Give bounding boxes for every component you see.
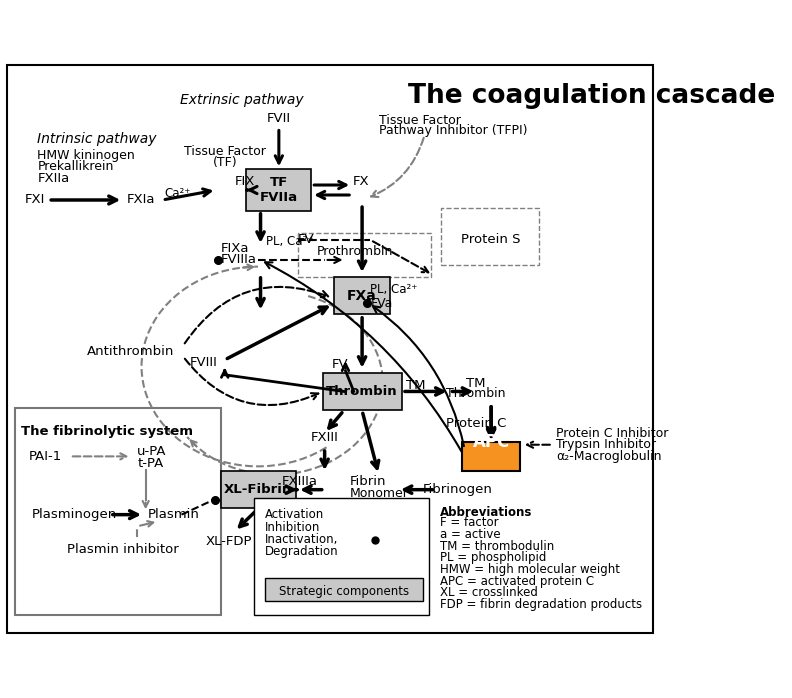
Text: FVIII: FVIII [190,356,218,369]
Text: Prekallikrein: Prekallikrein [37,161,114,173]
Text: FVa: FVa [371,297,393,310]
Text: The fibrinolytic system: The fibrinolytic system [21,425,192,438]
Text: FXIIIa: FXIIIa [282,475,318,488]
Bar [462,443,520,470]
Bar [441,208,539,265]
Text: Fibrin: Fibrin [349,475,386,488]
Text: TM = thrombodulin: TM = thrombodulin [440,540,554,553]
Text: PL = phospholipid: PL = phospholipid [440,551,546,565]
Text: FXIa: FXIa [127,193,155,207]
Text: FV: FV [298,233,314,246]
Text: Fibrinogen: Fibrinogen [423,483,493,496]
Bar [333,277,390,314]
Text: Plasmin: Plasmin [148,508,200,521]
Text: Degradation: Degradation [265,544,338,558]
Bar [265,578,423,601]
Bar [322,373,402,410]
Text: Trypsin Inhibitor: Trypsin Inhibitor [556,438,656,451]
Text: Antithrombin: Antithrombin [87,345,174,358]
Text: Ca²⁺: Ca²⁺ [164,187,191,200]
Text: FV: FV [331,358,348,371]
Text: Activation: Activation [265,508,324,521]
Text: Tissue Factor: Tissue Factor [379,114,461,128]
Text: FVIIIa: FVIIIa [221,253,257,267]
Text: PL, Ca²⁺: PL, Ca²⁺ [266,235,314,248]
Text: α₂-Macroglobulin: α₂-Macroglobulin [556,450,661,463]
Text: TM: TM [466,377,485,389]
Text: FXa: FXa [347,289,377,303]
Text: XL-FDP: XL-FDP [206,535,252,548]
Text: Pathway Inhibitor (TFPI): Pathway Inhibitor (TFPI) [379,124,527,138]
Text: Protein S: Protein S [460,233,520,246]
Text: XL = crosslinked: XL = crosslinked [440,586,538,600]
Text: The coagulation cascade: The coagulation cascade [408,84,775,110]
Text: FIXa: FIXa [221,242,249,255]
Text: u-PA: u-PA [137,445,167,458]
Text: PL, Ca²⁺: PL, Ca²⁺ [371,283,418,297]
Bar [221,471,295,508]
Text: Tissue Factor: Tissue Factor [184,145,265,158]
Text: F = factor: F = factor [440,517,498,530]
Text: Abbreviations: Abbreviations [440,505,532,519]
Text: Inactivation,: Inactivation, [265,533,338,546]
Text: FXIIa: FXIIa [37,172,70,185]
Text: Monomer: Monomer [349,487,409,500]
Text: Plasmin inhibitor: Plasmin inhibitor [67,543,179,556]
Text: Protein C: Protein C [446,417,506,429]
Text: Inhibition: Inhibition [265,521,320,534]
Text: HMW kininogen: HMW kininogen [37,149,135,161]
Text: FX: FX [353,175,370,188]
Bar [246,169,311,211]
Text: a = active: a = active [440,528,500,541]
Text: Protein C Inhibitor: Protein C Inhibitor [556,426,668,440]
Text: PAI-1: PAI-1 [29,450,63,463]
Text: Extrinsic pathway: Extrinsic pathway [180,93,303,107]
Text: Plasminogen: Plasminogen [32,508,117,521]
Bar [15,408,222,614]
Text: (TF): (TF) [212,156,237,169]
Text: HMW = high molecular weight: HMW = high molecular weight [440,563,619,576]
Text: FDP = fibrin degradation products: FDP = fibrin degradation products [440,598,642,611]
Text: XL-Fibrin: XL-Fibrin [224,483,292,496]
Text: TM: TM [406,379,426,392]
Text: TF
FVIIa: TF FVIIa [260,176,298,204]
Text: FXI: FXI [25,193,45,207]
Text: Thrombin: Thrombin [447,387,506,401]
Text: Strategic components: Strategic components [279,585,409,597]
Text: FXIII: FXIII [310,431,338,444]
Bar [298,233,431,276]
Text: Thrombin: Thrombin [326,385,398,398]
Text: t-PA: t-PA [137,456,164,470]
Text: Intrinsic pathway: Intrinsic pathway [37,132,157,147]
Bar [254,498,428,614]
Text: Prothrombin: Prothrombin [316,245,393,258]
Text: APC = activated protein C: APC = activated protein C [440,574,594,588]
Text: FIX: FIX [234,175,255,188]
Text: FVII: FVII [267,112,291,125]
Text: APC: APC [473,433,510,451]
